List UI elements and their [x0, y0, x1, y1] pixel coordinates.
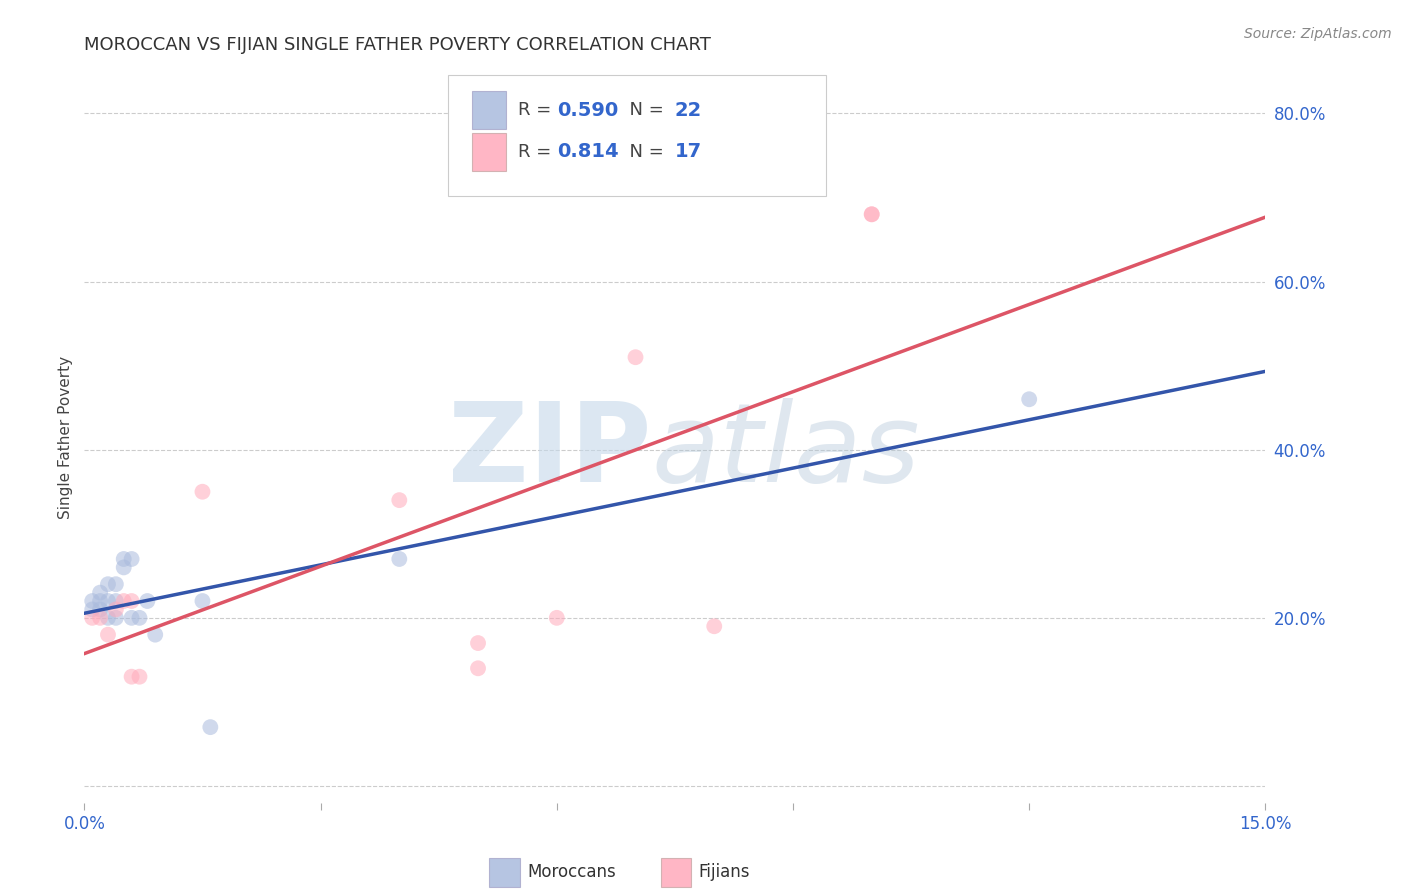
- FancyBboxPatch shape: [472, 133, 506, 171]
- Point: [89, 602, 111, 616]
- Point: [136, 594, 159, 608]
- Text: Moroccans: Moroccans: [527, 863, 616, 881]
- Point: [112, 560, 135, 574]
- FancyBboxPatch shape: [449, 75, 827, 195]
- Point: [89, 611, 111, 625]
- Text: ZIP: ZIP: [449, 398, 651, 505]
- Point: [860, 207, 883, 221]
- Text: R =: R =: [517, 101, 557, 120]
- Point: [143, 627, 166, 641]
- Point: [104, 602, 127, 616]
- Point: [97, 611, 120, 625]
- Point: [388, 493, 411, 508]
- Point: [703, 619, 725, 633]
- Point: [546, 611, 568, 625]
- Text: atlas: atlas: [651, 398, 920, 505]
- Point: [191, 484, 214, 499]
- Point: [191, 594, 214, 608]
- Point: [82, 594, 104, 608]
- Point: [467, 661, 489, 675]
- Point: [97, 627, 120, 641]
- Point: [97, 594, 120, 608]
- Point: [97, 577, 120, 591]
- Text: 0.590: 0.590: [557, 101, 619, 120]
- Point: [200, 720, 222, 734]
- Text: N =: N =: [619, 101, 669, 120]
- Point: [121, 611, 143, 625]
- Point: [121, 670, 143, 684]
- Point: [82, 602, 104, 616]
- Point: [112, 552, 135, 566]
- Point: [128, 670, 150, 684]
- Text: 0.814: 0.814: [557, 143, 619, 161]
- Point: [112, 594, 135, 608]
- Text: Fijians: Fijians: [699, 863, 749, 881]
- Point: [624, 350, 647, 364]
- Point: [89, 585, 111, 599]
- Point: [388, 552, 411, 566]
- Text: MOROCCAN VS FIJIAN SINGLE FATHER POVERTY CORRELATION CHART: MOROCCAN VS FIJIAN SINGLE FATHER POVERTY…: [84, 36, 711, 54]
- FancyBboxPatch shape: [661, 858, 692, 887]
- FancyBboxPatch shape: [489, 858, 520, 887]
- Point: [121, 594, 143, 608]
- Text: 17: 17: [675, 143, 702, 161]
- Text: 22: 22: [675, 101, 702, 120]
- Y-axis label: Single Father Poverty: Single Father Poverty: [58, 356, 73, 518]
- Text: R =: R =: [517, 143, 557, 161]
- Point: [128, 611, 150, 625]
- Point: [89, 594, 111, 608]
- Text: N =: N =: [619, 143, 669, 161]
- Text: Source: ZipAtlas.com: Source: ZipAtlas.com: [1244, 27, 1392, 41]
- Point: [82, 611, 104, 625]
- Point: [104, 577, 127, 591]
- FancyBboxPatch shape: [472, 91, 506, 129]
- Point: [860, 207, 883, 221]
- Point: [467, 636, 489, 650]
- Point: [121, 552, 143, 566]
- Point: [1018, 392, 1040, 407]
- Point: [104, 594, 127, 608]
- Point: [104, 611, 127, 625]
